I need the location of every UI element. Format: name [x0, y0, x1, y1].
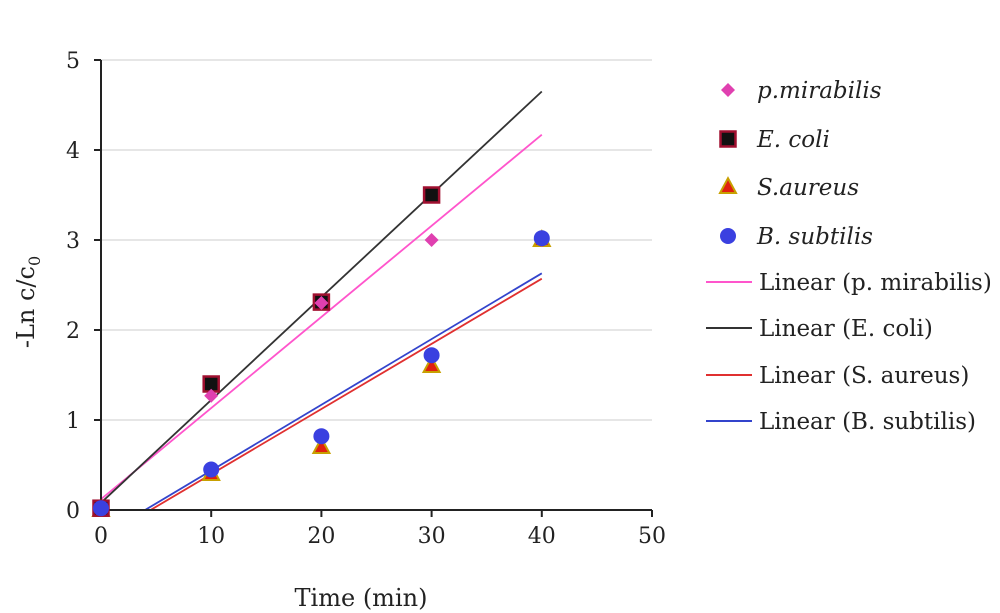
y-tick-label-4: 4 — [66, 139, 80, 164]
x-axis-label: Time (min) — [295, 584, 428, 612]
point-circle-1 — [93, 500, 109, 517]
x-tick-label-40: 40 — [528, 524, 556, 549]
x-tick-label-30: 30 — [418, 524, 446, 549]
legend-marker-triangle — [718, 176, 738, 194]
x-tick-label-20: 20 — [307, 524, 335, 549]
point-square-4 — [422, 186, 441, 204]
legend-label-series-4: B. subtilis — [756, 224, 873, 250]
legend-label-trendline-4: Linear (B. subtilis) — [759, 409, 976, 435]
point-diamond-3 — [314, 296, 329, 310]
axes — [100, 60, 652, 511]
point-circle-2 — [203, 461, 220, 478]
point-circle-3 — [313, 428, 330, 445]
legend-marker-circle — [720, 228, 736, 244]
legend-label-series-2: E. coli — [756, 127, 830, 153]
x-tick-label-10: 10 — [197, 524, 225, 549]
legend-label-series-3: S.aureus — [757, 175, 859, 201]
y-axis-label: -Ln c/c0 — [12, 256, 44, 348]
y-tick-label-2: 2 — [66, 319, 80, 344]
legend-label-trendline-3: Linear (S. aureus) — [759, 363, 969, 389]
y-axis-label-main: -Ln c/c — [12, 266, 40, 348]
point-diamond-4 — [424, 233, 439, 247]
legend-label-trendline-2: Linear (E. coli) — [759, 316, 933, 342]
legend-label-trendline-1: Linear (p. mirabilis) — [759, 270, 992, 296]
point-circle-5 — [533, 230, 550, 247]
y-tick-label-3: 3 — [66, 229, 80, 254]
legend-marker-diamond — [721, 83, 735, 97]
point-triangle-3 — [311, 436, 332, 454]
x-tick-label-0: 0 — [94, 524, 108, 549]
trendline-1 — [100, 134, 543, 500]
y-tick-label-5: 5 — [66, 49, 80, 74]
point-triangle-4 — [421, 355, 442, 373]
x-tick-label-50: 50 — [638, 524, 666, 549]
data-points — [91, 186, 552, 517]
y-tick-label-1: 1 — [66, 409, 80, 434]
legend-marker-square — [719, 130, 737, 148]
point-diamond-2 — [204, 388, 219, 403]
y-tick-label-0: 0 — [66, 499, 80, 524]
point-circle-4 — [423, 347, 440, 364]
legend: p.mirabilis E. coli S.aureus B. subtilis Lin… — [706, 78, 992, 435]
legend-label-series-1: p.mirabilis — [757, 78, 882, 104]
y-axis-label-subscript: 0 — [25, 256, 44, 266]
gridlines — [101, 59, 652, 421]
